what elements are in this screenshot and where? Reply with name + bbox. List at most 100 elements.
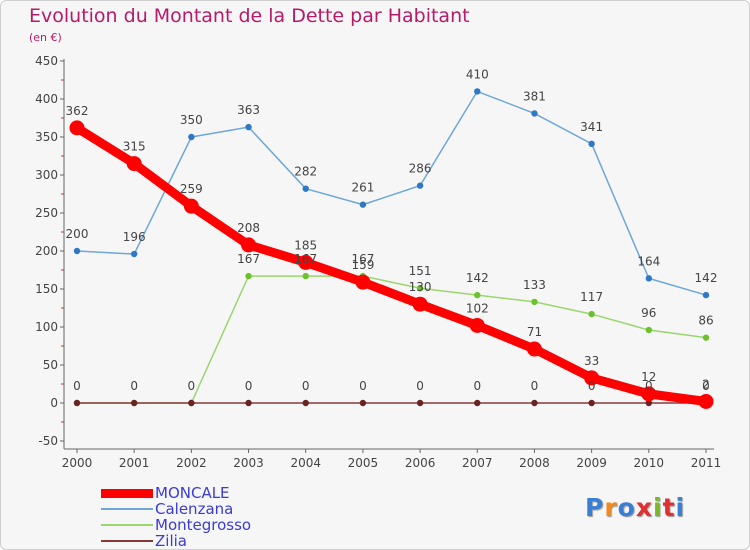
legend-swatch bbox=[101, 540, 153, 542]
data-label-moncale: 33 bbox=[584, 354, 599, 368]
logo-letter: i bbox=[675, 493, 686, 522]
data-point-montegrosso bbox=[302, 272, 309, 280]
data-label-calenzana: 142 bbox=[695, 271, 718, 285]
x-tick-label: 2001 bbox=[119, 456, 150, 470]
data-label-zilia: 0 bbox=[645, 379, 653, 393]
logo-letter: r bbox=[604, 493, 618, 522]
data-point-calenzana bbox=[645, 275, 653, 282]
y-tick-label: 250 bbox=[35, 206, 58, 220]
data-point-zilia bbox=[359, 399, 367, 407]
data-label-montegrosso: 142 bbox=[466, 271, 489, 285]
y-tick-label: 0 bbox=[50, 396, 58, 410]
proxiti-logo: Proxiti bbox=[585, 493, 685, 522]
data-label-calenzana: 261 bbox=[351, 181, 374, 195]
data-label-moncale: 130 bbox=[409, 280, 432, 294]
data-label-zilia: 0 bbox=[702, 379, 710, 393]
data-label-zilia: 0 bbox=[130, 379, 138, 393]
series-line-calenzana bbox=[76, 90, 707, 296]
data-label-calenzana: 350 bbox=[180, 113, 203, 127]
data-label-calenzana: 363 bbox=[237, 103, 260, 117]
data-label-zilia: 0 bbox=[73, 379, 81, 393]
x-tick-label: 2005 bbox=[348, 456, 379, 470]
data-point-zilia bbox=[416, 399, 424, 407]
data-point-calenzana bbox=[416, 182, 424, 189]
data-label-moncale: 208 bbox=[237, 221, 260, 235]
data-point-montegrosso bbox=[474, 291, 481, 299]
logo-letter: P bbox=[585, 493, 605, 522]
data-label-calenzana: 164 bbox=[637, 254, 660, 268]
data-point-moncale bbox=[584, 370, 600, 386]
x-tick-label: 2010 bbox=[634, 456, 665, 470]
y-tick-label: 450 bbox=[35, 54, 58, 68]
x-tick-label: 2006 bbox=[405, 456, 436, 470]
data-label-moncale: 2 bbox=[702, 377, 710, 391]
data-point-montegrosso bbox=[588, 310, 595, 318]
data-point-moncale bbox=[126, 156, 142, 172]
y-tick-label: 50 bbox=[43, 358, 58, 372]
logo-letter: i bbox=[653, 493, 663, 522]
data-label-zilia: 0 bbox=[245, 379, 253, 393]
data-point-moncale bbox=[412, 296, 428, 312]
logo-letter: x bbox=[635, 493, 653, 522]
y-tick-label: 200 bbox=[35, 244, 58, 258]
data-label-calenzana: 410 bbox=[466, 67, 489, 81]
data-label-moncale: 102 bbox=[466, 301, 489, 315]
data-point-zilia bbox=[645, 399, 653, 407]
legend-label: MONCALE bbox=[155, 484, 230, 502]
data-point-zilia bbox=[302, 399, 309, 407]
data-point-moncale bbox=[298, 254, 314, 270]
x-tick-label: 2004 bbox=[290, 456, 321, 470]
data-point-zilia bbox=[188, 399, 195, 407]
data-point-moncale bbox=[241, 237, 257, 253]
data-label-moncale: 362 bbox=[66, 104, 89, 118]
y-tick-label: 350 bbox=[35, 130, 58, 144]
data-point-calenzana bbox=[302, 185, 309, 192]
data-point-calenzana bbox=[130, 250, 138, 258]
data-label-calenzana: 200 bbox=[66, 227, 89, 241]
data-point-zilia bbox=[130, 399, 138, 407]
data-point-moncale bbox=[526, 341, 542, 357]
data-label-calenzana: 286 bbox=[409, 162, 432, 176]
data-point-zilia bbox=[588, 399, 595, 407]
data-point-calenzana bbox=[188, 133, 195, 141]
data-point-montegrosso bbox=[702, 334, 710, 341]
chart-unit-subtitle: (en €) bbox=[29, 31, 62, 44]
data-point-calenzana bbox=[702, 291, 710, 299]
data-label-moncale: 185 bbox=[294, 238, 317, 252]
data-point-moncale bbox=[641, 386, 657, 402]
legend-swatch bbox=[101, 489, 153, 498]
x-tick-label: 2003 bbox=[233, 456, 264, 470]
data-point-calenzana bbox=[245, 123, 252, 131]
data-label-zilia: 0 bbox=[531, 379, 539, 393]
data-label-zilia: 0 bbox=[416, 379, 424, 393]
data-point-zilia bbox=[531, 399, 538, 407]
data-point-montegrosso bbox=[531, 298, 538, 306]
y-tick-label: 400 bbox=[35, 92, 58, 106]
data-label-montegrosso: 167 bbox=[237, 252, 260, 266]
data-label-calenzana: 341 bbox=[580, 120, 603, 134]
data-label-calenzana: 282 bbox=[294, 165, 317, 179]
data-label-montegrosso: 86 bbox=[698, 314, 713, 328]
data-label-moncale: 159 bbox=[351, 258, 374, 272]
data-label-moncale: 12 bbox=[641, 370, 656, 384]
y-tick-label: 100 bbox=[35, 320, 58, 334]
x-tick-label: 2011 bbox=[691, 456, 722, 470]
data-label-calenzana: 381 bbox=[523, 89, 546, 103]
y-tick-label: -50 bbox=[38, 434, 58, 448]
data-point-montegrosso bbox=[416, 285, 424, 292]
data-label-moncale: 315 bbox=[123, 140, 146, 154]
data-point-zilia bbox=[474, 399, 481, 407]
legend-label: Zilia bbox=[155, 532, 187, 550]
logo-letter: o bbox=[617, 493, 636, 522]
data-point-calenzana bbox=[474, 88, 481, 95]
data-point-zilia bbox=[73, 399, 81, 407]
data-point-calenzana bbox=[359, 201, 367, 208]
logo-letter: t bbox=[662, 493, 676, 522]
data-label-montegrosso: 167 bbox=[351, 252, 374, 266]
data-point-montegrosso bbox=[245, 272, 252, 280]
data-point-montegrosso bbox=[645, 326, 653, 334]
x-tick-label: 2007 bbox=[462, 456, 493, 470]
data-point-calenzana bbox=[73, 247, 81, 255]
